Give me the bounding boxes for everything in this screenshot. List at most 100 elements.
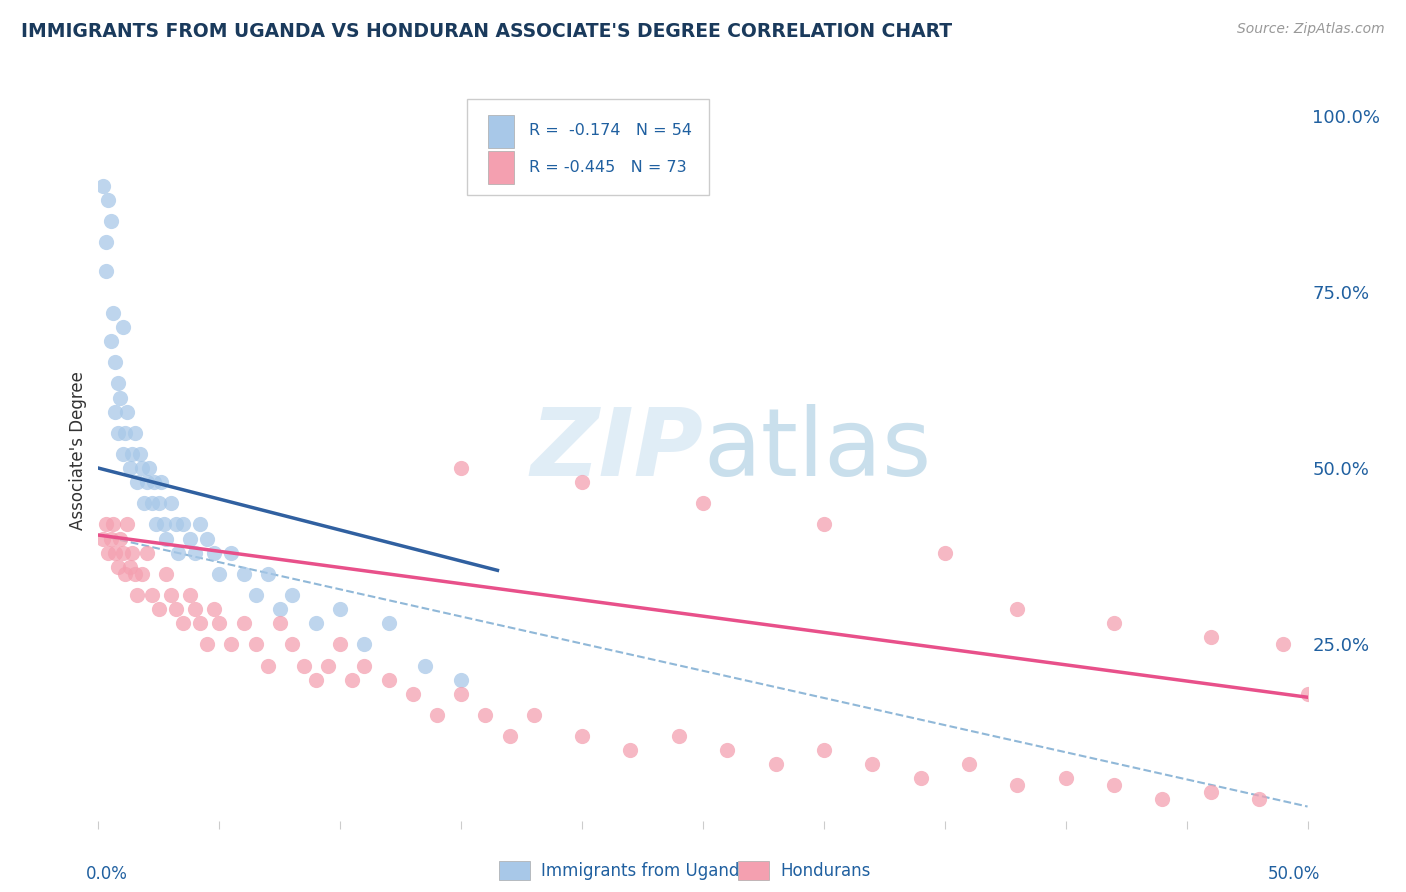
Point [121,546,143,560]
Point [1272,637,1295,651]
Point [172,616,194,631]
Point [342,673,364,687]
Point [134,496,156,510]
Point [256,566,278,581]
Point [141,588,163,602]
Point [141,496,163,510]
Point [1152,792,1174,806]
Text: Hondurans: Hondurans [780,862,870,880]
Text: Immigrants from Uganda: Immigrants from Uganda [541,862,749,880]
Text: atlas: atlas [703,404,931,497]
Point [111,320,134,334]
Point [135,546,157,560]
Point [450,461,472,475]
Point [292,658,315,673]
Point [91,532,114,546]
Point [107,376,129,391]
Point [353,637,375,651]
Point [97,546,120,560]
Point [353,658,375,673]
Point [188,616,211,631]
Point [957,757,980,772]
Point [305,616,328,631]
Point [104,546,127,560]
Point [450,687,472,701]
Point [245,637,267,651]
Text: R = -0.445   N = 73: R = -0.445 N = 73 [529,161,686,175]
Point [221,637,243,651]
Point [100,334,122,348]
Point [413,658,436,673]
Point [148,602,170,616]
Point [402,687,425,701]
Point [148,496,170,510]
Point [329,602,352,616]
Point [813,743,835,757]
Point [208,616,231,631]
Point [195,532,218,546]
Point [1007,778,1029,792]
Point [221,546,243,560]
Point [155,566,177,581]
Point [765,757,787,772]
Bar [488,151,515,184]
Point [179,588,201,602]
Text: ZIP: ZIP [530,404,703,497]
Point [160,496,183,510]
Point [131,566,153,581]
Point [195,637,218,651]
Point [1102,778,1125,792]
Bar [488,115,515,148]
Point [97,193,120,207]
Point [138,461,160,475]
Point [111,447,134,461]
Point [232,616,254,631]
Point [377,616,399,631]
Point [117,517,139,532]
Point [167,546,190,560]
Point [108,391,131,405]
Point [107,425,129,440]
Point [1199,785,1222,799]
Point [91,179,114,194]
Point [145,517,167,532]
Point [692,496,714,510]
Point [1199,630,1222,644]
Point [245,588,267,602]
Point [716,743,738,757]
Point [107,559,129,574]
Text: 50.0%: 50.0% [1267,865,1320,883]
Point [281,637,304,651]
Point [101,306,124,320]
Point [111,546,134,560]
Point [1249,792,1271,806]
Text: 0.0%: 0.0% [86,865,128,883]
Point [316,658,339,673]
Point [124,566,146,581]
Point [172,517,194,532]
Point [165,517,187,532]
Point [100,532,122,546]
Point [104,355,127,369]
Point [256,658,278,673]
Text: Source: ZipAtlas.com: Source: ZipAtlas.com [1237,22,1385,37]
Point [860,757,883,772]
Point [104,405,127,419]
Point [127,475,149,490]
Point [114,425,136,440]
Point [94,517,117,532]
Point [150,475,173,490]
Point [94,263,117,277]
Point [208,566,231,581]
Point [127,588,149,602]
Point [269,602,291,616]
Point [1102,616,1125,631]
Point [474,707,496,722]
Point [329,637,352,651]
Point [498,729,520,743]
Point [101,517,124,532]
Point [160,588,183,602]
Point [281,588,304,602]
Point [204,546,226,560]
Point [135,475,157,490]
